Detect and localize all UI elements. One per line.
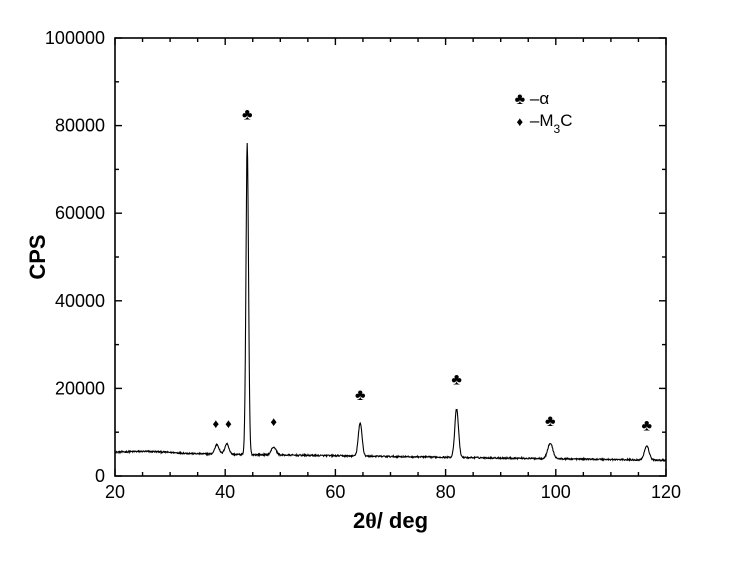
club-icon: ♣ [451, 372, 462, 389]
club-icon: ♣ [355, 387, 366, 404]
y-tick-label: 40000 [55, 291, 105, 311]
club-icon: ♣ [515, 91, 526, 108]
y-tick-label: 100000 [45, 28, 105, 48]
y-tick-label: 60000 [55, 203, 105, 223]
diamond-icon: ♦ [517, 114, 524, 129]
x-tick-label: 100 [541, 482, 571, 502]
svg-text:2θ/ deg: 2θ/ deg [353, 508, 428, 533]
club-icon: ♣ [242, 107, 253, 124]
diamond-icon: ♦ [213, 416, 220, 431]
xrd-svg: 20 40 60 80 100 120 0 20000 40000 60000 80000 10000… [0, 0, 755, 563]
xrd-chart: 20 40 60 80 100 120 0 20000 40000 60000 80000 10000… [0, 0, 755, 563]
x-tick-label: 40 [215, 482, 235, 502]
club-icon: ♣ [641, 418, 652, 435]
x-tick-label: 120 [651, 482, 681, 502]
y-axis-label: CPS [25, 234, 50, 279]
x-tick-label: 60 [325, 482, 345, 502]
y-tick-label: 20000 [55, 378, 105, 398]
diamond-icon: ♦ [270, 414, 277, 429]
x-tick-label: 20 [105, 482, 125, 502]
club-icon: ♣ [545, 413, 556, 430]
y-tick-label: 80000 [55, 116, 105, 136]
diamond-icon: ♦ [225, 416, 232, 431]
x-axis-label: 2θ/ deg [353, 508, 428, 533]
x-tick-label: 80 [436, 482, 456, 502]
y-tick-label: 0 [95, 466, 105, 486]
legend-label: –α [530, 89, 549, 108]
